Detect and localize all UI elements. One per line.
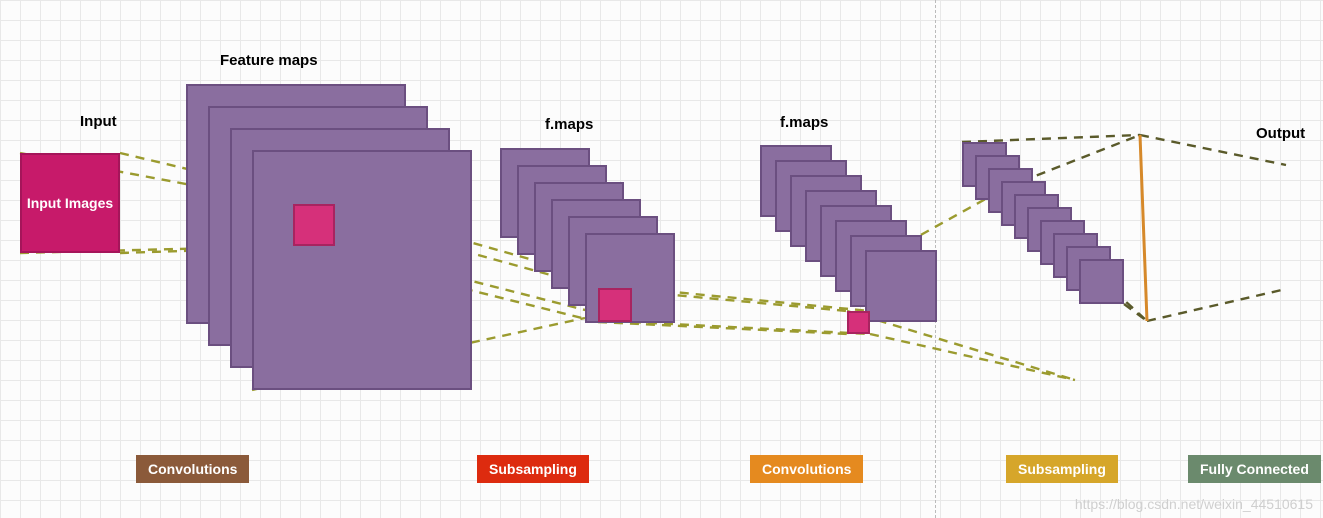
kernel-highlight-3 — [847, 311, 870, 334]
input-label: Input — [80, 113, 117, 130]
output-label: Output — [1256, 125, 1305, 142]
stage-label: Fully Connected — [1188, 455, 1321, 483]
kernel-highlight-2 — [598, 288, 632, 322]
fmaps-2-block — [865, 250, 937, 322]
stage-label: Subsampling — [477, 455, 589, 483]
stage-label: Convolutions — [750, 455, 863, 483]
watermark-text: https://blog.csdn.net/weixin_44510615 — [1075, 496, 1313, 512]
stage-label: Convolutions — [136, 455, 249, 483]
input-images-text: Input Images — [27, 195, 113, 211]
input-images-block: Input Images — [20, 153, 120, 253]
fmaps-label-1: f.maps — [545, 116, 593, 133]
fmaps-label-2: f.maps — [780, 114, 828, 131]
fc-block — [1079, 259, 1124, 304]
kernel-highlight-1 — [293, 204, 335, 246]
feature-map-block — [252, 150, 472, 390]
feature-maps-label: Feature maps — [220, 52, 318, 69]
stage-label: Subsampling — [1006, 455, 1118, 483]
